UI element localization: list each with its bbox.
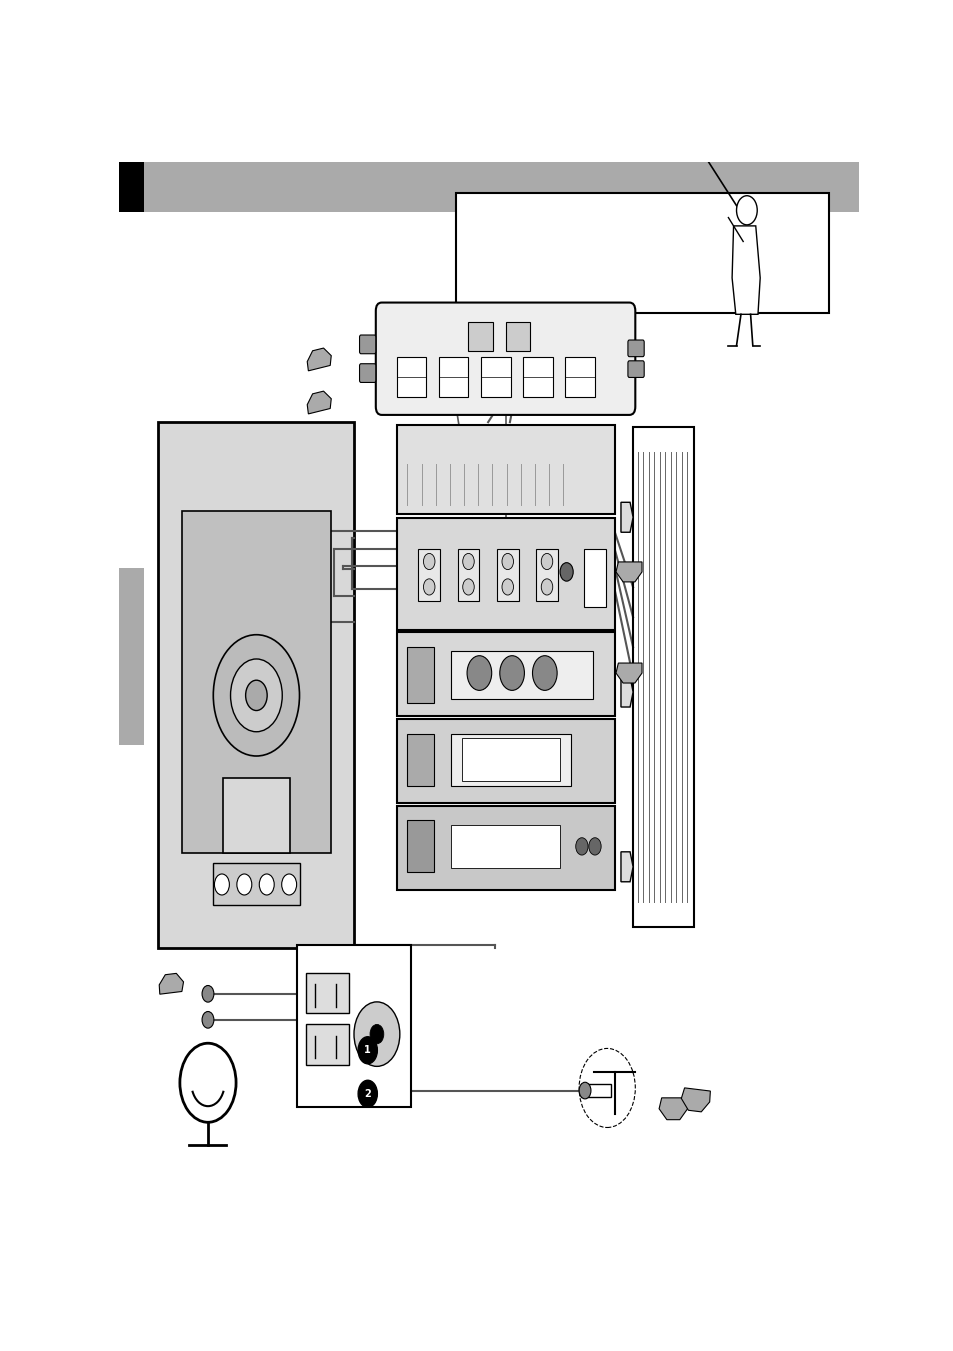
Circle shape bbox=[423, 578, 435, 594]
Bar bbox=[456, 193, 828, 313]
Circle shape bbox=[281, 874, 296, 894]
Circle shape bbox=[467, 655, 491, 690]
Bar bbox=[580, 1084, 610, 1097]
Polygon shape bbox=[731, 226, 760, 315]
Polygon shape bbox=[307, 392, 331, 413]
Bar bbox=[407, 647, 433, 704]
Bar bbox=[480, 357, 510, 397]
Polygon shape bbox=[616, 663, 641, 684]
Circle shape bbox=[354, 1002, 399, 1066]
Circle shape bbox=[540, 554, 552, 570]
Bar bbox=[407, 734, 433, 786]
Bar bbox=[505, 323, 530, 351]
Polygon shape bbox=[159, 973, 183, 994]
Polygon shape bbox=[680, 1088, 710, 1112]
Bar bbox=[306, 1024, 349, 1065]
Circle shape bbox=[259, 874, 274, 894]
Circle shape bbox=[202, 1012, 213, 1028]
Circle shape bbox=[559, 562, 573, 581]
Bar bbox=[213, 863, 299, 905]
Bar bbox=[468, 323, 493, 351]
Circle shape bbox=[202, 985, 213, 1002]
Bar bbox=[396, 517, 614, 630]
FancyBboxPatch shape bbox=[359, 363, 375, 382]
Circle shape bbox=[214, 874, 229, 894]
Circle shape bbox=[736, 196, 757, 224]
FancyBboxPatch shape bbox=[375, 303, 635, 415]
Circle shape bbox=[423, 554, 435, 570]
Text: 1: 1 bbox=[364, 1046, 371, 1055]
Polygon shape bbox=[620, 503, 633, 532]
Circle shape bbox=[588, 838, 600, 855]
Bar bbox=[522, 357, 552, 397]
Circle shape bbox=[357, 1081, 377, 1108]
Circle shape bbox=[245, 680, 267, 711]
Bar bbox=[158, 422, 354, 947]
Circle shape bbox=[540, 578, 552, 594]
FancyBboxPatch shape bbox=[627, 340, 643, 357]
Polygon shape bbox=[620, 852, 633, 882]
Bar bbox=[306, 973, 349, 1013]
Circle shape bbox=[370, 1024, 383, 1044]
Bar bbox=[633, 427, 693, 927]
Circle shape bbox=[501, 554, 513, 570]
Text: 2: 2 bbox=[364, 1089, 371, 1098]
Circle shape bbox=[213, 635, 299, 757]
Circle shape bbox=[501, 578, 513, 594]
Circle shape bbox=[499, 655, 524, 690]
Polygon shape bbox=[616, 562, 641, 582]
Polygon shape bbox=[307, 349, 331, 370]
Circle shape bbox=[357, 1036, 377, 1063]
FancyBboxPatch shape bbox=[627, 361, 643, 377]
Bar bbox=[296, 946, 411, 1106]
Bar bbox=[396, 357, 426, 397]
Bar bbox=[451, 734, 571, 786]
Bar bbox=[497, 549, 518, 601]
Bar bbox=[396, 632, 614, 716]
Bar bbox=[461, 738, 559, 781]
Bar bbox=[223, 778, 290, 852]
Bar bbox=[583, 549, 605, 607]
Polygon shape bbox=[620, 677, 633, 707]
Circle shape bbox=[236, 874, 252, 894]
Bar bbox=[396, 719, 614, 802]
Bar bbox=[451, 651, 592, 698]
Circle shape bbox=[532, 655, 557, 690]
Bar bbox=[536, 549, 558, 601]
Bar bbox=[119, 567, 144, 744]
Polygon shape bbox=[659, 1098, 687, 1120]
Circle shape bbox=[575, 838, 587, 855]
Bar bbox=[457, 549, 479, 601]
FancyBboxPatch shape bbox=[359, 335, 375, 354]
Circle shape bbox=[578, 1082, 590, 1098]
Circle shape bbox=[231, 659, 282, 732]
Bar bbox=[407, 820, 433, 873]
Bar bbox=[396, 426, 614, 515]
Bar bbox=[438, 357, 468, 397]
Bar bbox=[417, 549, 439, 601]
Bar bbox=[451, 824, 559, 869]
Circle shape bbox=[462, 578, 474, 594]
Bar bbox=[119, 162, 858, 212]
Bar bbox=[396, 805, 614, 890]
Bar bbox=[182, 512, 331, 852]
Bar bbox=[119, 162, 144, 212]
Bar bbox=[564, 357, 594, 397]
Circle shape bbox=[462, 554, 474, 570]
